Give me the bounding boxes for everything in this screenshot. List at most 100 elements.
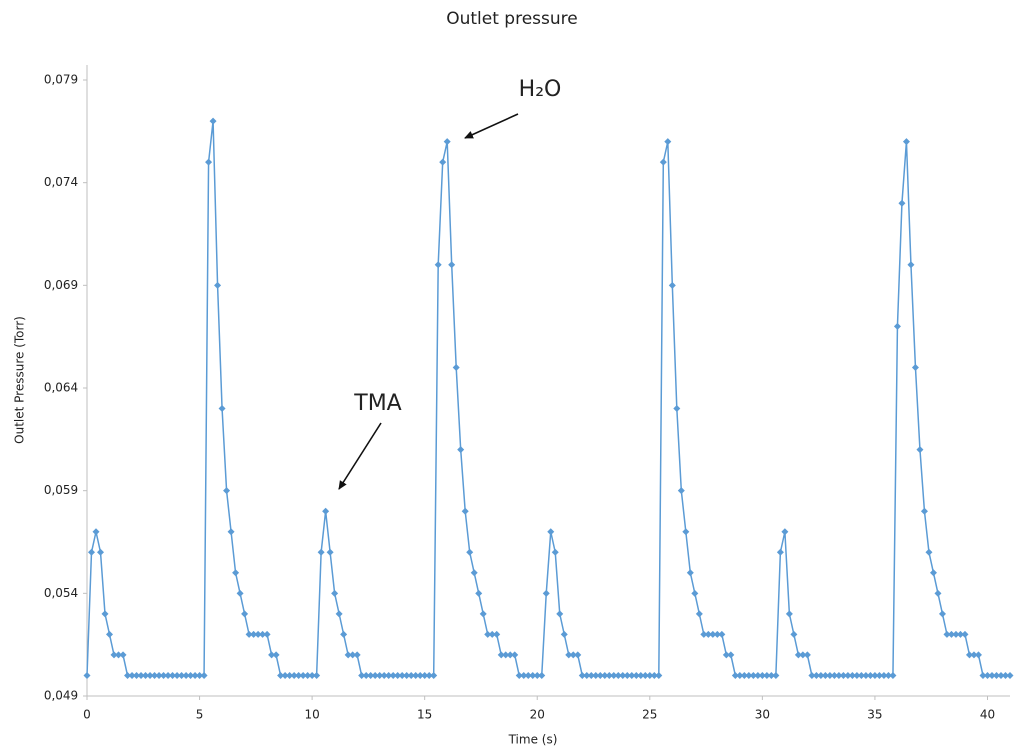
- data-point: [853, 671, 861, 679]
- data-point: [254, 630, 262, 638]
- data-point: [956, 630, 964, 638]
- data-point: [362, 671, 370, 679]
- data-point: [938, 610, 946, 618]
- data-point: [421, 671, 429, 679]
- data-point: [475, 589, 483, 597]
- data-point: [650, 671, 658, 679]
- data-point: [902, 138, 910, 146]
- data-point: [709, 630, 717, 638]
- data-point: [785, 610, 793, 618]
- data-point: [290, 671, 298, 679]
- data-point: [394, 671, 402, 679]
- x-tick-label: 30: [755, 708, 770, 722]
- data-point: [403, 671, 411, 679]
- data-point: [817, 671, 825, 679]
- annotation-arrow: [338, 422, 382, 490]
- data-point: [911, 363, 919, 371]
- data-point: [538, 671, 546, 679]
- data-point: [137, 671, 145, 679]
- data-point: [686, 569, 694, 577]
- data-point: [637, 671, 645, 679]
- data-point: [583, 671, 591, 679]
- data-point: [236, 589, 244, 597]
- data-point: [493, 630, 501, 638]
- data-point: [178, 671, 186, 679]
- data-point: [974, 651, 982, 659]
- data-point: [200, 671, 208, 679]
- annotation-arrow: [464, 113, 519, 139]
- data-point: [821, 671, 829, 679]
- y-tick-label: 0,079: [44, 73, 78, 87]
- data-point: [605, 671, 613, 679]
- data-point: [83, 671, 91, 679]
- data-point: [920, 507, 928, 515]
- data-point: [146, 671, 154, 679]
- data-point: [151, 671, 159, 679]
- data-point: [322, 507, 330, 515]
- data-point: [601, 671, 609, 679]
- data-point: [371, 671, 379, 679]
- data-point: [547, 528, 555, 536]
- x-tick-label: 10: [304, 708, 319, 722]
- data-point: [461, 507, 469, 515]
- data-point: [281, 671, 289, 679]
- data-point: [790, 630, 798, 638]
- data-point: [727, 651, 735, 659]
- data-point: [497, 651, 505, 659]
- data-point: [88, 548, 96, 556]
- data-point: [889, 671, 897, 679]
- data-point: [659, 158, 667, 166]
- data-point: [826, 671, 834, 679]
- data-point: [344, 651, 352, 659]
- data-point: [272, 651, 280, 659]
- data-point: [389, 671, 397, 679]
- data-point: [731, 671, 739, 679]
- data-point: [119, 651, 127, 659]
- data-point: [439, 158, 447, 166]
- data-point: [434, 261, 442, 269]
- x-tick-label: 25: [642, 708, 657, 722]
- data-point: [664, 138, 672, 146]
- data-point: [169, 671, 177, 679]
- data-point: [965, 651, 973, 659]
- data-point: [781, 528, 789, 536]
- data-point: [556, 610, 564, 618]
- data-point: [560, 630, 568, 638]
- data-point: [164, 671, 172, 679]
- data-point: [412, 671, 420, 679]
- data-point: [763, 671, 771, 679]
- data-point: [745, 671, 753, 679]
- x-tick-label: 40: [980, 708, 995, 722]
- data-point: [385, 671, 393, 679]
- data-point: [776, 548, 784, 556]
- y-tick-label: 0,059: [44, 483, 78, 497]
- data-point: [160, 671, 168, 679]
- data-point: [799, 651, 807, 659]
- y-tick-label: 0,054: [44, 586, 78, 600]
- data-point: [736, 671, 744, 679]
- data-point: [376, 671, 384, 679]
- data-point: [623, 671, 631, 679]
- data-point: [425, 671, 433, 679]
- data-point: [808, 671, 816, 679]
- chart-title: Outlet pressure: [446, 9, 578, 29]
- data-point: [749, 671, 757, 679]
- data-point: [758, 671, 766, 679]
- data-point: [565, 651, 573, 659]
- data-point: [268, 651, 276, 659]
- data-point: [880, 671, 888, 679]
- data-point: [1006, 671, 1014, 679]
- data-point: [754, 671, 762, 679]
- data-point: [722, 651, 730, 659]
- x-axis-label: Time (s): [508, 733, 558, 747]
- data-point: [925, 548, 933, 556]
- data-point: [358, 671, 366, 679]
- data-point: [448, 261, 456, 269]
- data-point: [677, 487, 685, 495]
- data-point: [502, 651, 510, 659]
- data-point: [115, 651, 123, 659]
- data-point: [218, 405, 226, 413]
- data-point: [916, 446, 924, 454]
- data-point: [380, 671, 388, 679]
